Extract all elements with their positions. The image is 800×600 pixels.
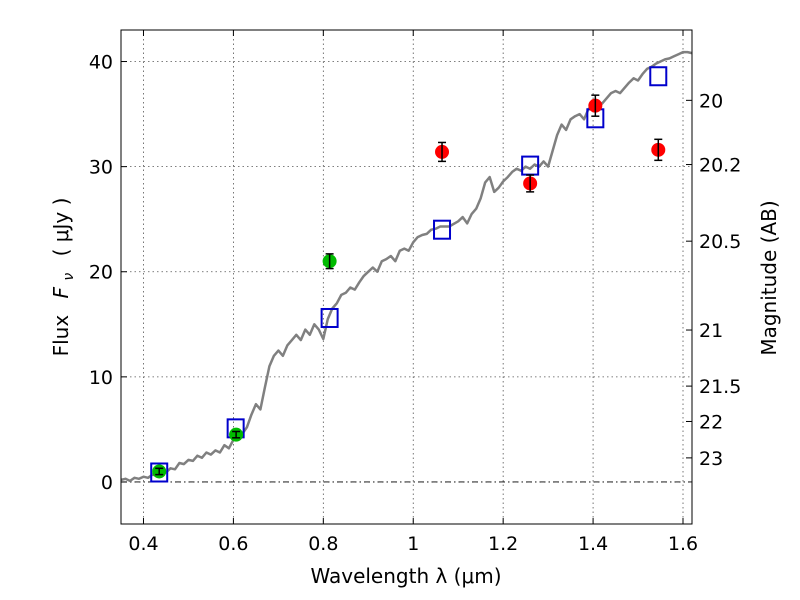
model-spectrum-line [120, 50, 693, 483]
model-photometry-marker [320, 307, 339, 328]
y2-axis-magnitude: 20 20.2 20.5 21 21.5 22 23 [686, 90, 741, 470]
model-photometry-marker [150, 462, 169, 483]
y2-tick-label: 21 [699, 320, 723, 342]
y2-tick-label: 22 [699, 411, 723, 433]
y2-tick-label: 23 [699, 448, 723, 470]
y2-tick-label: 20.5 [699, 231, 741, 253]
x-axis: 0.4 0.6 0.8 1 1.2 1.4 1.6 [128, 30, 698, 555]
x-tick-label: 1.6 [668, 533, 698, 555]
x-tick-label: 1.4 [578, 533, 608, 555]
model-photometry-marker [649, 66, 668, 87]
y-tick-label: 40 [89, 52, 113, 74]
y-axis-title-symbol: F [49, 286, 73, 298]
y2-axis-title: Magnitude (AB) [757, 200, 781, 355]
y-tick-label: 30 [89, 157, 113, 179]
series-layer [120, 50, 693, 483]
y-axis-title-unit: ( μJy ) [49, 198, 73, 257]
y2-tick-label: 21.5 [699, 376, 741, 398]
model-photometry-marker [433, 219, 452, 240]
x-tick-label: 0.4 [128, 533, 158, 555]
x-tick-label: 0.6 [218, 533, 248, 555]
y-tick-label: 0 [101, 472, 113, 494]
x-tick-label: 1 [407, 533, 419, 555]
y-tick-label: 10 [89, 367, 113, 389]
y2-tick-label: 20 [699, 90, 723, 112]
grid [121, 30, 692, 524]
y2-tick-label: 20.2 [699, 155, 741, 177]
y-axis: 0 10 20 30 40 [89, 52, 127, 494]
x-tick-label: 0.8 [308, 533, 338, 555]
plot-frame [120, 29, 693, 525]
x-axis-title: Wavelength λ (μm) [310, 564, 501, 588]
y-axis-title: Flux F ν ( μJy ) [49, 198, 78, 357]
y-axis-title-text: Flux [49, 315, 73, 357]
y-axis-title-symbol-subscript: ν [61, 273, 77, 281]
x-tick-label: 1.2 [488, 533, 518, 555]
y-tick-label: 20 [89, 262, 113, 284]
